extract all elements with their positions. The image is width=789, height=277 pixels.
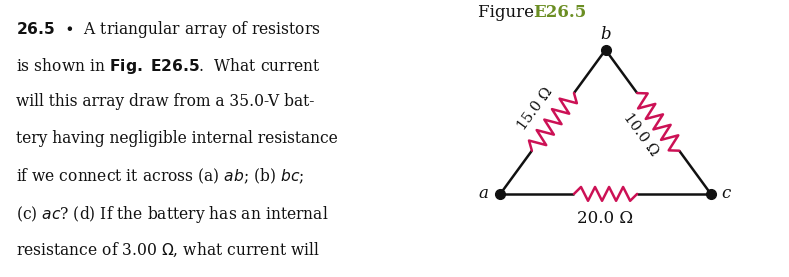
Text: if we connect it across (a) $ab$; (b) $bc$;: if we connect it across (a) $ab$; (b) $b… <box>17 167 305 186</box>
Text: will this array draw from a 35.0-V bat-: will this array draw from a 35.0-V bat- <box>17 93 315 110</box>
Text: is shown in $\mathbf{Fig.\ E26.5}$.  What current: is shown in $\mathbf{Fig.\ E26.5}$. What… <box>17 56 321 76</box>
Text: (c) $ac$? (d) If the battery has an internal: (c) $ac$? (d) If the battery has an inte… <box>17 204 329 225</box>
Text: 10.0 Ω: 10.0 Ω <box>620 111 660 159</box>
Text: 15.0 Ω: 15.0 Ω <box>515 85 555 133</box>
Text: c: c <box>721 185 731 202</box>
Text: b: b <box>600 26 611 43</box>
Text: tery having negligible internal resistance: tery having negligible internal resistan… <box>17 130 338 147</box>
Text: E26.5: E26.5 <box>533 4 587 21</box>
Text: $\mathbf{26.5}$  $\bullet$  A triangular array of resistors: $\mathbf{26.5}$ $\bullet$ A triangular a… <box>17 19 321 40</box>
Text: 20.0 Ω: 20.0 Ω <box>578 210 634 227</box>
Text: resistance of 3.00 $\Omega$, what current will: resistance of 3.00 $\Omega$, what curren… <box>17 240 320 259</box>
Text: Figure: Figure <box>478 4 540 21</box>
Text: a: a <box>478 185 488 202</box>
